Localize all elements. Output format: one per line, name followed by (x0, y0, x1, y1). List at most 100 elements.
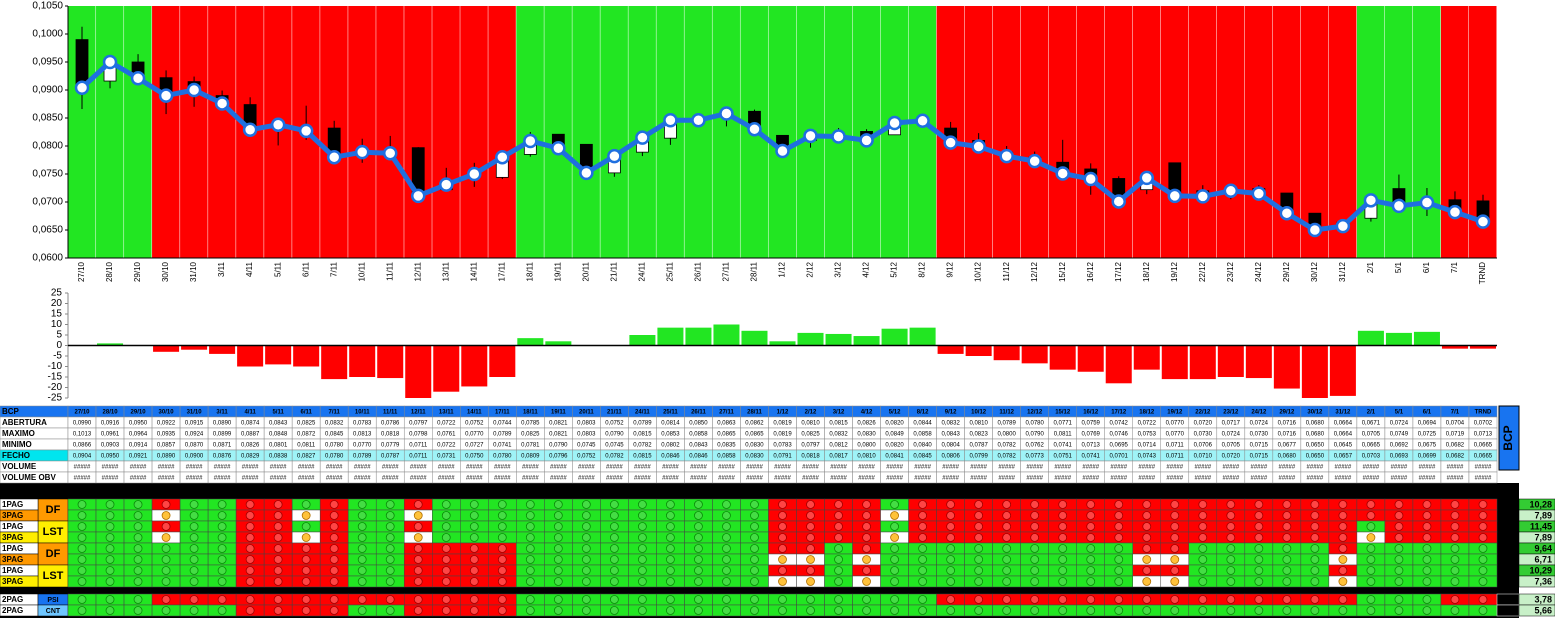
signal-dot (750, 566, 759, 575)
signal-dot (189, 595, 199, 604)
signal-dot (217, 522, 227, 531)
table-cell-text: 0,0650 (1306, 443, 1325, 449)
signal-dot (1366, 566, 1376, 575)
signal-dot (1198, 606, 1208, 615)
signal-dot (974, 566, 984, 575)
signal-dot (722, 555, 731, 564)
table-cell-text: 0,0781 (521, 443, 540, 449)
x-tick-label: 17/12 (1114, 261, 1123, 282)
signal-dot (105, 511, 115, 520)
signal-dot (1366, 555, 1376, 564)
close-point (1055, 166, 1070, 181)
signal-dot (441, 595, 451, 604)
table-cell-text: 0,0797 (801, 443, 820, 449)
table-cell-text: 0,0890 (157, 454, 176, 460)
table-cell-text: 0,0789 (493, 432, 512, 438)
signal-dot (1422, 544, 1432, 553)
signal-dot (1282, 566, 1292, 575)
signal-dot (1282, 577, 1292, 586)
table-cell-text: 16/12 (1083, 410, 1099, 416)
signal-dot (1086, 500, 1096, 509)
table-cell-text: 0,0665 (1474, 443, 1493, 449)
signal-dot (581, 522, 591, 531)
signal-dot (1030, 500, 1040, 509)
bar (629, 335, 656, 346)
close-point (382, 146, 398, 161)
signal-dot (806, 511, 815, 520)
table-cell-text: 0,0722 (437, 421, 456, 427)
bar (657, 327, 684, 346)
table-cell-text: 20/11 (579, 410, 594, 416)
signal-dot (301, 595, 311, 604)
table-cell-text: 25/11 (663, 410, 678, 416)
signal-dot (1002, 595, 1012, 604)
row-label: VOLUME OBV (2, 473, 56, 482)
close-point (130, 70, 146, 86)
signal-dot (778, 577, 787, 586)
signal-dot (1226, 606, 1236, 615)
table-cell-text: ##### (494, 476, 511, 482)
signal-dot (638, 511, 647, 520)
table-cell-text: 0,0746 (1110, 432, 1129, 438)
table-cell-text: 0,0819 (773, 432, 792, 438)
table-cell-text: 0,0704 (1446, 421, 1465, 427)
signal-dot (609, 522, 619, 531)
table-cell-text: 0,0810 (857, 454, 876, 460)
signal-dot (525, 595, 535, 604)
signal-dot (301, 511, 311, 520)
signal-dot (1114, 555, 1124, 564)
signal-dot (834, 533, 843, 542)
x-tick-label: 18/11 (525, 261, 534, 281)
signal-dot (1394, 577, 1404, 586)
signal-dot (1030, 511, 1040, 520)
score: 7,36 (1534, 576, 1552, 586)
signal-dot (890, 555, 899, 564)
bar (1329, 345, 1356, 396)
signal-dot (1142, 595, 1152, 604)
table-cell-text: 27/10 (75, 410, 91, 416)
signal-dot (497, 606, 507, 615)
row-label: 2PAG (2, 595, 23, 604)
table-cell-text: ##### (1222, 476, 1239, 482)
signal-dot (834, 606, 843, 615)
close-point (354, 144, 370, 160)
signal-dot (357, 544, 367, 553)
table-cell-text: 0,0818 (801, 454, 820, 460)
bar (1357, 330, 1384, 346)
signal-dot (273, 500, 283, 509)
table-cell-text: ##### (242, 465, 259, 471)
signal-dot (189, 577, 199, 586)
signal-dot (245, 533, 255, 542)
column-background (1160, 6, 1189, 258)
signal-dot (581, 533, 591, 542)
signal-dot (1198, 544, 1208, 553)
table-cell-text: 0,0787 (969, 443, 988, 449)
table-cell-text: 0,0820 (885, 443, 904, 449)
signal-dot (77, 555, 87, 564)
table-cell-text: 8/12 (917, 410, 929, 416)
table-cell-text: ##### (1082, 476, 1099, 482)
signal-dot (1366, 606, 1376, 615)
signal-dot (1198, 555, 1208, 564)
signal-dot (1450, 533, 1460, 542)
signal-dot (553, 595, 563, 604)
signal-dot (105, 522, 115, 531)
table-cell-text: 0,0665 (1362, 443, 1381, 449)
table-cell-text: 0,0787 (381, 454, 400, 460)
signal-dot (469, 577, 479, 586)
signal-dot (834, 577, 843, 586)
signal-dot (918, 566, 927, 575)
table-cell-text: 0,0692 (1390, 443, 1409, 449)
signal-dot (1394, 555, 1404, 564)
signal-dot (553, 511, 563, 520)
signal-dot (357, 566, 367, 575)
table-cell-text: 0,0801 (269, 443, 288, 449)
table-cell-text: ##### (270, 476, 287, 482)
table-cell-text: ##### (998, 465, 1015, 471)
close-point (887, 115, 902, 131)
signal-dot (301, 533, 311, 542)
table-cell-text: 11/12 (999, 410, 1014, 416)
table-cell-text: ##### (998, 476, 1015, 482)
signal-dot (301, 522, 311, 531)
table-cell-text: 0,0821 (549, 421, 568, 427)
